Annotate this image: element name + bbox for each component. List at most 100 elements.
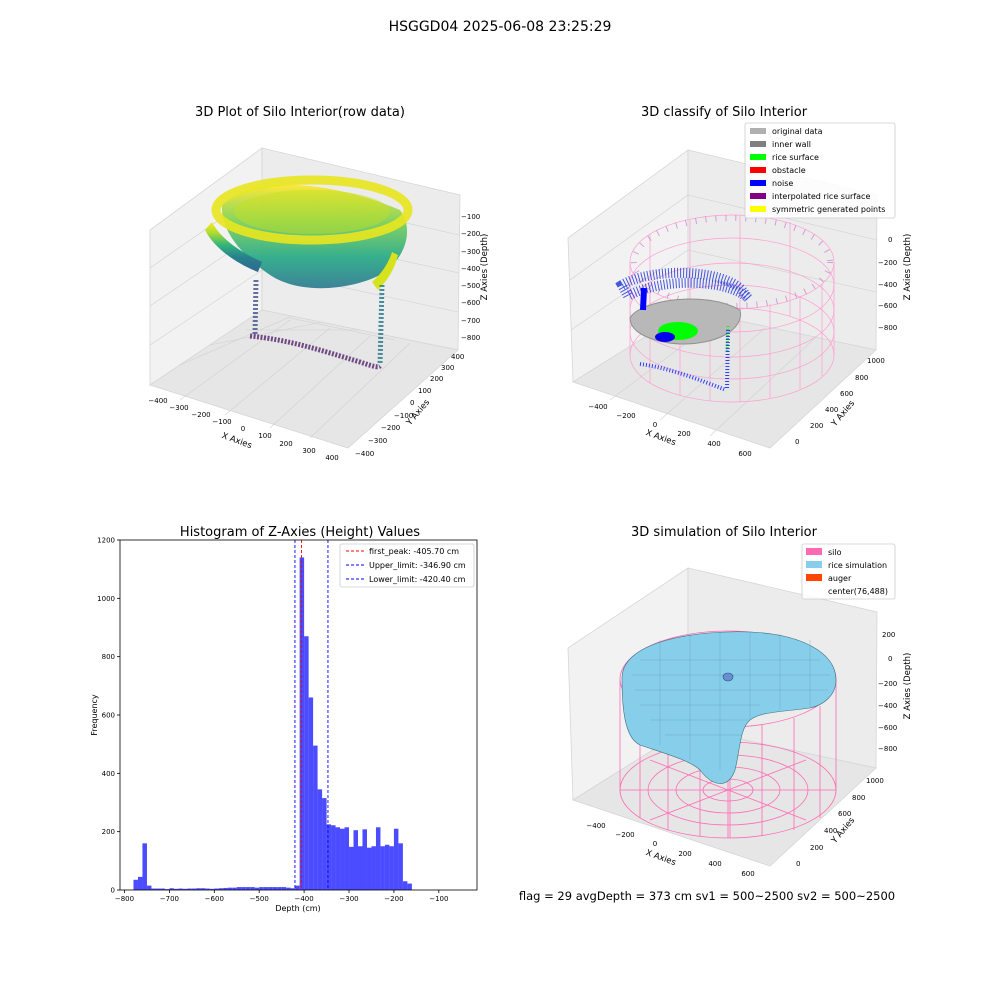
panel1-post-right [377,284,385,366]
legend-label-first-peak: first_peak: -405.70 cm [369,547,459,556]
histogram-ytick-label: 1200 [97,537,115,545]
histogram-xtick-label: −800 [115,895,134,903]
panel-simulation: 3D simulation of Silo Interior [567,525,913,878]
legend-label-rice-surface: rice surface [772,153,819,162]
panel2-ytick: 0 [795,438,799,446]
panel1-xtick: −100 [212,418,231,426]
histogram-bar [182,888,188,890]
panel1-ytick: 0 [410,399,414,407]
panel-classify: 3D classify of Silo Interior [567,105,913,458]
panel2-legend-frame [744,122,896,219]
panel2-title: 3D classify of Silo Interior [641,105,808,120]
panel4-center-marker [722,672,734,682]
panel2-green-post [725,325,730,353]
panel4-ztick: −200 [878,680,897,688]
histogram-ytick-label: 1000 [97,595,115,603]
histogram-bar [317,789,323,890]
histogram-xtick-label: −400 [294,895,313,903]
panel-histogram: Histogram of Z-Axies (Height) Values −80… [90,525,478,913]
histogram-plot-frame [119,539,478,891]
panel4-xtick: 0 [653,840,657,848]
panel2-xtick: 0 [653,421,657,429]
panel1-xtick: 400 [325,454,338,462]
panel1-xtick: −200 [191,411,210,419]
panel4-ztick: −800 [878,745,897,753]
histogram-bar [169,888,174,890]
histogram-bar [241,887,246,890]
panel1-xtick: −400 [148,397,167,405]
panel2-ytick: 1000 [867,357,885,365]
legend-label-original-data: original data [772,127,823,136]
panel2-legend: original data inner wall rice surface ob… [744,122,896,219]
panel2-ytick: 800 [855,374,868,382]
histogram-bar [151,888,156,890]
histogram-bar [218,888,224,890]
panel1-xtick: 300 [302,447,315,455]
panel2-ztick: −400 [878,281,897,289]
histogram-xticks: −800 −700 −600 −500 −400 −300 −200 −100 [115,890,448,903]
panel2-xlabel: X Axies [644,428,677,448]
panel4-ytick: 800 [852,794,865,802]
panel1-floor-line [249,333,382,370]
histogram-bar [326,824,332,890]
histogram-bar [281,887,287,890]
histogram-bar [187,888,192,890]
panel2-ztick: −200 [878,259,897,267]
legend-swatch-rice-simulation [806,561,822,568]
panel1-yticks: −400 −300 −200 −100 0 100 200 300 400 [355,353,464,458]
panel-raw-data: 3D Plot of Silo Interior(row data) −400 … [148,105,490,462]
histogram-bar [393,828,399,890]
legend-label-auger: auger [828,574,852,583]
histogram-bar [313,745,318,890]
histogram-bar [331,825,336,890]
histogram-bar [358,846,363,890]
histogram-bar [164,889,170,890]
panel4-ztick: −400 [878,702,897,710]
panel2-zlabel: Z Axies (Depth) [903,234,913,301]
legend-swatch-symmetric [750,206,766,212]
panel1-xtick: 100 [258,432,271,440]
histogram-bar [322,798,327,890]
panel4-ytick: 1000 [866,777,884,785]
histogram-bar [398,843,403,890]
panel2-floor-noise [639,362,727,392]
panel2-ytick: 400 [825,406,838,414]
histogram-bar [340,828,345,890]
legend-swatch-interpolated [750,193,766,199]
histogram-bar [272,887,278,890]
histogram-bar [250,887,255,890]
panel4-xtick: 200 [678,850,691,858]
histogram-bar [353,830,358,890]
panel1-ytick: −100 [394,412,413,420]
panel2-ytick: 600 [840,390,853,398]
panel1-bowl-inner [234,190,390,234]
histogram-bar [254,887,260,890]
panel2-inner-wall [629,298,741,345]
panel2-zticks: −800 −600 −400 −200 0 [878,236,897,332]
histogram-bar [371,846,376,890]
status-footer: flag = 29 avgDepth = 373 cm sv1 = 500~25… [519,889,895,903]
histogram-bar [344,827,350,890]
panel1-ztick: −100 [461,213,480,221]
histogram-bar [263,887,269,890]
histogram-bar [375,827,381,890]
panel1-ztick: −400 [461,265,480,273]
histogram-xtick-label: −600 [205,895,224,903]
panel1-ytick: −400 [355,450,374,458]
legend-label-upper-limit: Upper_limit: -346.90 cm [369,561,466,570]
histogram-xtick-label: −300 [339,895,358,903]
panel2-noise-post [725,329,730,391]
histogram-bar [362,829,367,890]
legend-swatch-silo [806,548,822,555]
panel1-ytick: 100 [418,387,431,395]
histogram-xtick-label: −200 [384,895,403,903]
histogram-bar [205,888,210,890]
legend-swatch-auger [806,574,822,581]
panel4-zticks: −800 −600 −400 −200 0 200 [878,631,897,753]
legend-swatch-obstacle [750,167,766,173]
panel4-ytick: 200 [810,844,823,852]
histogram-bar [295,885,300,890]
panel1-xlabel: X Axies [220,431,253,451]
panel2-ytick: 200 [810,422,823,430]
panel4-xtick: −400 [586,822,605,830]
